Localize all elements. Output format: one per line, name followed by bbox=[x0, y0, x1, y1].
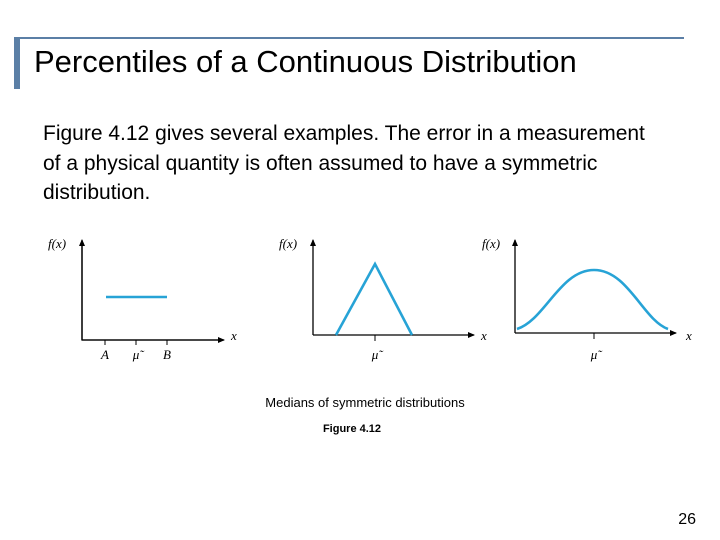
page-number: 26 bbox=[678, 511, 696, 528]
tick-label: B bbox=[163, 347, 171, 362]
x-label: x bbox=[230, 328, 237, 343]
tick-label: μ̃ bbox=[371, 347, 385, 362]
bell-density bbox=[516, 268, 669, 331]
figure-caption: Medians of symmetric distributions bbox=[265, 395, 465, 410]
title-frame bbox=[14, 37, 684, 89]
body-text: Figure 4.12 gives several examples. The … bbox=[43, 122, 645, 204]
y-label: f(x) bbox=[482, 236, 500, 251]
axes bbox=[81, 243, 222, 341]
figure-label: Figure 4.12 bbox=[323, 423, 381, 435]
triangular-density bbox=[334, 261, 414, 336]
y-label: f(x) bbox=[48, 236, 66, 251]
x-label: x bbox=[685, 328, 692, 343]
x-label: x bbox=[480, 328, 487, 343]
y-label: f(x) bbox=[279, 236, 297, 251]
tick-label: μ̃ bbox=[590, 347, 604, 362]
tick-label: μ̃ bbox=[132, 347, 146, 362]
tick-label: A bbox=[100, 347, 109, 362]
slide-title: Percentiles of a Continuous Distribution bbox=[34, 44, 577, 79]
